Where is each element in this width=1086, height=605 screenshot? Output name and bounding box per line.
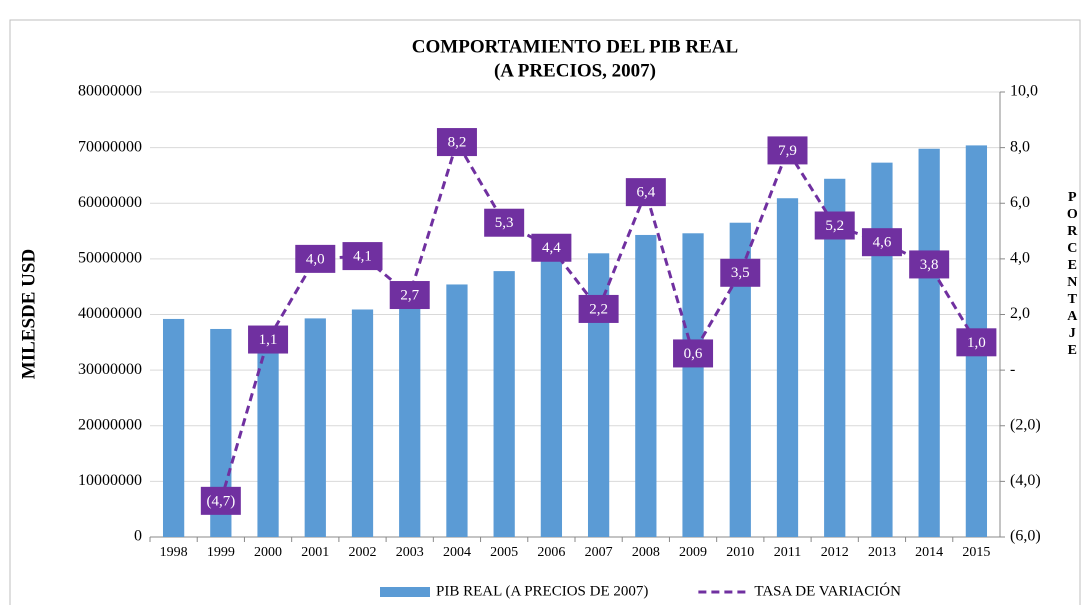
bar	[351, 309, 374, 537]
y2-tick-label: -	[1010, 361, 1015, 378]
data-label-box	[673, 339, 714, 368]
x-tick-label: 2006	[537, 545, 565, 560]
x-tick-label: 2004	[443, 545, 471, 560]
bar	[162, 318, 185, 537]
data-label-box	[248, 325, 289, 354]
data-label: 4,0	[306, 251, 325, 267]
bar	[729, 222, 751, 537]
data-label-box	[625, 178, 666, 207]
x-tick-label: 2002	[349, 545, 377, 560]
y2-tick-label: (2,0)	[1010, 416, 1041, 433]
y2-tick-label: (4,0)	[1010, 472, 1041, 489]
y-tick-label: 0	[134, 528, 142, 545]
y2-tick-label: 6,0	[1010, 194, 1030, 211]
bar	[871, 162, 893, 538]
chart-title: COMPORTAMIENTO DEL PIB REAL	[412, 36, 738, 57]
data-label: 5,2	[825, 218, 844, 234]
x-tick-label: 1999	[207, 545, 235, 560]
data-label: 6,4	[636, 185, 655, 201]
data-label-box	[814, 211, 855, 240]
y2-tick-label: (6,0)	[1010, 528, 1041, 545]
y2-tick-label: 10,0	[1010, 83, 1038, 100]
bar	[587, 253, 610, 537]
x-tick-label: 2000	[254, 545, 282, 560]
data-label-box	[436, 128, 477, 157]
bar	[918, 148, 940, 538]
x-tick-label: 2001	[301, 545, 329, 560]
data-label-box	[861, 228, 902, 257]
y2-axis-title: PORCENTAJE	[1065, 190, 1080, 360]
data-label-box	[531, 233, 572, 262]
data-label-box	[767, 136, 808, 165]
data-label: 7,9	[778, 143, 797, 159]
data-label: (4,7)	[206, 493, 235, 509]
bar	[399, 303, 421, 537]
data-label: 3,5	[731, 265, 750, 281]
bar	[446, 284, 468, 537]
x-tick-label: 2008	[632, 545, 660, 560]
x-tick-label: 2014	[915, 545, 943, 560]
bar	[682, 233, 704, 537]
data-label: 8,2	[448, 135, 467, 151]
x-tick-label: 2003	[396, 545, 424, 560]
data-label-box	[578, 294, 619, 323]
data-label-box	[389, 281, 430, 310]
bar	[635, 234, 657, 538]
chart-subtitle: (A PRECIOS, 2007)	[494, 60, 656, 81]
data-label: 2,7	[400, 287, 419, 303]
y-tick-label: 60000000	[78, 194, 142, 211]
y-tick-label: 80000000	[78, 83, 142, 100]
x-tick-label: 2007	[585, 545, 613, 560]
data-label: 5,3	[495, 215, 514, 231]
bar	[824, 178, 846, 537]
data-label-box	[720, 258, 761, 287]
y2-tick-label: 4,0	[1010, 250, 1030, 267]
y2-tick-label: 8,0	[1010, 138, 1030, 155]
x-tick-label: 2010	[726, 545, 754, 560]
data-label: 4,1	[353, 249, 372, 265]
y-tick-label: 40000000	[78, 305, 142, 322]
legend-swatch	[380, 587, 430, 597]
data-label-box	[956, 328, 997, 357]
data-label: 3,8	[920, 257, 939, 273]
data-label-box	[295, 244, 336, 273]
x-tick-label: 2013	[868, 545, 896, 560]
data-label: 1,1	[259, 332, 278, 348]
data-label-box	[342, 242, 383, 271]
y-tick-label: 20000000	[78, 416, 142, 433]
bar	[540, 259, 563, 537]
data-label-box	[200, 486, 241, 515]
x-tick-label: 2015	[962, 545, 990, 560]
x-tick-label: 2011	[774, 545, 801, 560]
data-label-box	[909, 250, 950, 279]
y-tick-label: 30000000	[78, 361, 142, 378]
data-label-box	[484, 208, 525, 237]
y-tick-label: 70000000	[78, 138, 142, 155]
data-label: 4,4	[542, 240, 561, 256]
y-axis-title: MILESDE USD	[18, 249, 39, 379]
bar	[304, 318, 326, 537]
data-label: 2,2	[589, 301, 608, 317]
bar	[257, 327, 279, 537]
bar	[776, 198, 799, 537]
data-label: 0,6	[684, 346, 703, 362]
data-label: 4,6	[873, 235, 892, 251]
bar	[493, 271, 515, 537]
x-tick-label: 1998	[160, 545, 188, 560]
y-tick-label: 50000000	[78, 250, 142, 267]
legend-label: PIB REAL (A PRECIOS DE 2007)	[436, 583, 648, 599]
x-tick-label: 2009	[679, 545, 707, 560]
data-label: 1,0	[967, 335, 986, 351]
legend-label: TASA DE VARIACIÓN	[754, 582, 901, 599]
y2-tick-label: 2,0	[1010, 305, 1030, 322]
x-tick-label: 2005	[490, 545, 518, 560]
y-tick-label: 10000000	[78, 472, 142, 489]
x-tick-label: 2012	[821, 545, 849, 560]
